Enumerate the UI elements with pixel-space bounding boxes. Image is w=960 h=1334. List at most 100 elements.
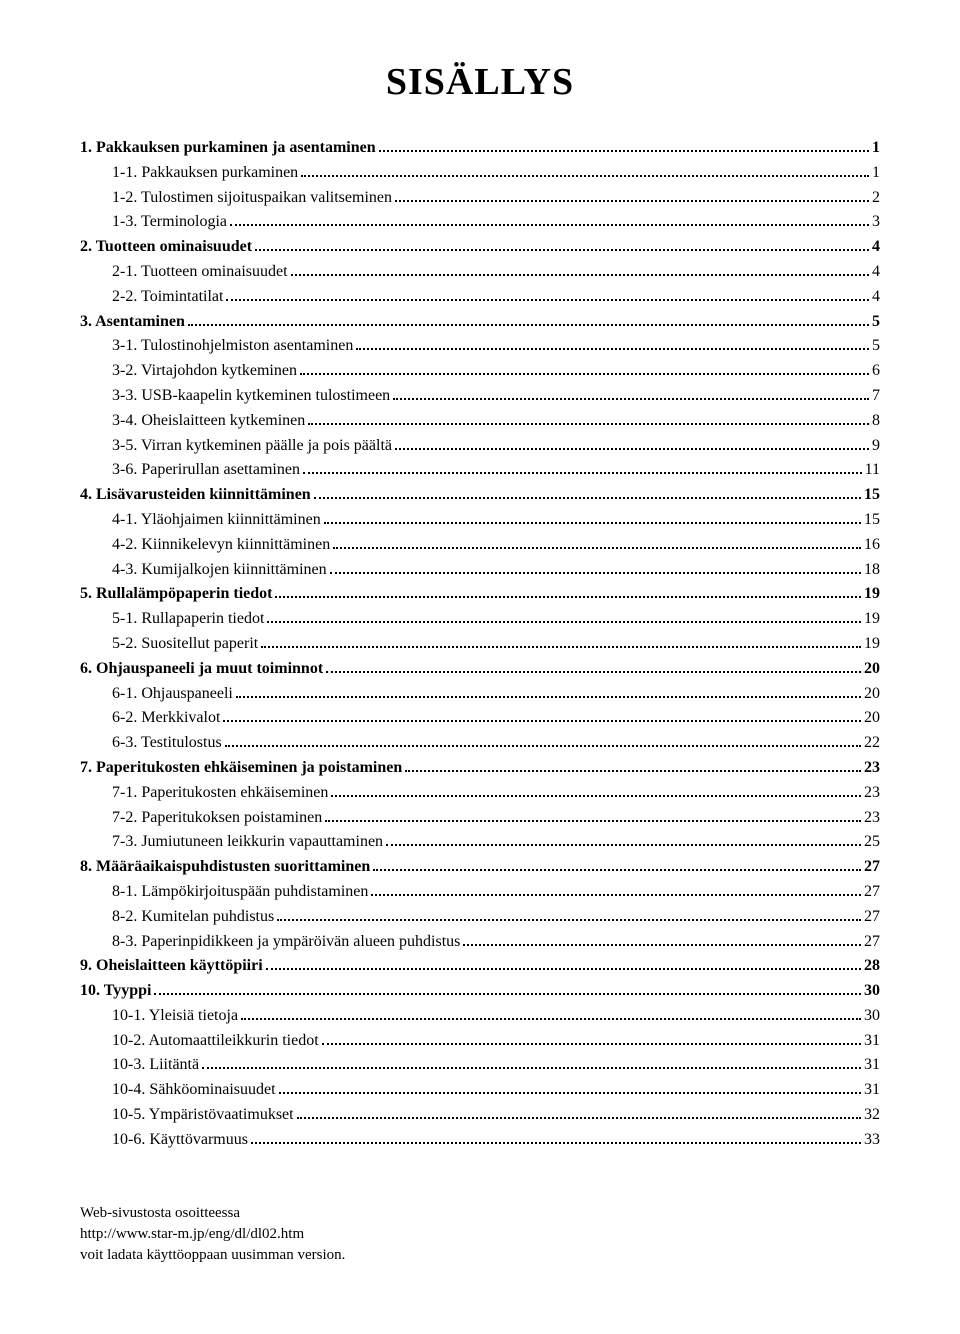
toc-leader-dots [297,1117,861,1119]
toc-leader-dots [333,547,861,549]
footer-line2: http://www.star-m.jp/eng/dl/dl02.htm [80,1224,880,1245]
toc-page-number: 20 [864,657,880,682]
toc-subitem: 1-1. Pakkauksen purkaminen1 [80,161,880,186]
toc-leader-dots [291,274,869,276]
toc-label: 7-2. Paperitukoksen poistaminen [112,806,322,831]
toc-page-number: 18 [864,558,880,583]
toc-page-number: 33 [864,1128,880,1153]
toc-label: 6-2. Merkkivalot [112,706,220,731]
toc-label: 8-1. Lämpökirjoituspään puhdistaminen [112,880,368,905]
toc-label: 3-1. Tulostinohjelmiston asentaminen [112,334,353,359]
toc-page-number: 4 [872,285,880,310]
toc-page-number: 23 [864,806,880,831]
toc-label: 10-3. Liitäntä [112,1053,199,1078]
toc-subitem: 4-2. Kiinnikelevyn kiinnittäminen 16 [80,533,880,558]
toc-page-number: 1 [872,161,880,186]
toc-page-number: 20 [864,706,880,731]
toc-label: 3-5. Virran kytkeminen päälle ja pois pä… [112,434,392,459]
toc-subitem: 10-4. Sähköominaisuudet31 [80,1078,880,1103]
toc-label: 10-4. Sähköominaisuudet [112,1078,276,1103]
toc-subitem: 10-6. Käyttövarmuus33 [80,1128,880,1153]
toc-leader-dots [322,1043,861,1045]
toc-leader-dots [395,200,869,202]
toc-label: 6. Ohjauspaneeli ja muut toiminnot [80,657,323,682]
toc-leader-dots [371,894,861,896]
toc-subitem: 8-2. Kumitelan puhdistus 27 [80,905,880,930]
toc-leader-dots [331,795,861,797]
table-of-contents: 1. Pakkauksen purkaminen ja asentaminen1… [80,136,880,1153]
toc-label: 5-2. Suositellut paperit [112,632,258,657]
toc-leader-dots [314,497,861,499]
toc-leader-dots [225,745,861,747]
toc-page-number: 15 [864,483,880,508]
toc-leader-dots [395,448,869,450]
toc-leader-dots [308,423,869,425]
toc-label: 2-1. Tuotteen ominaisuudet [112,260,288,285]
toc-page-number: 9 [872,434,880,459]
toc-label: 4-3. Kumijalkojen kiinnittäminen [112,558,327,583]
toc-subitem: 5-2. Suositellut paperit 19 [80,632,880,657]
toc-page-number: 5 [872,310,880,335]
toc-subitem: 3-2. Virtajohdon kytkeminen 6 [80,359,880,384]
toc-page-number: 19 [864,632,880,657]
toc-label: 1-2. Tulostimen sijoituspaikan valitsemi… [112,186,392,211]
toc-subitem: 2-2. Toimintatilat 4 [80,285,880,310]
toc-subitem: 3-4. Oheislaitteen kytkeminen8 [80,409,880,434]
toc-page-number: 23 [864,756,880,781]
toc-page-number: 27 [864,930,880,955]
toc-subitem: 6-2. Merkkivalot 20 [80,706,880,731]
toc-leader-dots [223,720,861,722]
footer-line1: Web-sivustosta osoitteessa [80,1203,880,1224]
toc-section: 2. Tuotteen ominaisuudet4 [80,235,880,260]
toc-subitem: 6-3. Testitulostus22 [80,731,880,756]
toc-page-number: 27 [864,905,880,930]
toc-label: 2-2. Toimintatilat [112,285,223,310]
toc-subitem: 4-1. Yläohjaimen kiinnittäminen15 [80,508,880,533]
toc-page-number: 8 [872,409,880,434]
toc-label: 10. Tyyppi [80,979,151,1004]
toc-page-number: 27 [864,855,880,880]
toc-subitem: 7-1. Paperitukosten ehkäiseminen23 [80,781,880,806]
toc-leader-dots [393,398,869,400]
toc-subitem: 7-2. Paperitukoksen poistaminen 23 [80,806,880,831]
toc-section: 3. Asentaminen 5 [80,310,880,335]
toc-label: 4-2. Kiinnikelevyn kiinnittäminen [112,533,330,558]
toc-leader-dots [405,770,861,772]
toc-leader-dots [154,993,861,995]
toc-page-number: 3 [872,210,880,235]
toc-leader-dots [267,621,861,623]
toc-page-number: 32 [864,1103,880,1128]
toc-page-number: 16 [864,533,880,558]
toc-label: 9. Oheislaitteen käyttöpiiri [80,954,263,979]
toc-subitem: 3-6. Paperirullan asettaminen11 [80,458,880,483]
toc-leader-dots [330,572,861,574]
toc-leader-dots [325,820,861,822]
toc-subitem: 1-3. Terminologia3 [80,210,880,235]
toc-label: 10-1. Yleisiä tietoja [112,1004,238,1029]
toc-subitem: 10-2. Automaattileikkurin tiedot31 [80,1029,880,1054]
toc-label: 3. Asentaminen [80,310,185,335]
toc-leader-dots [261,646,861,648]
toc-subitem: 1-2. Tulostimen sijoituspaikan valitsemi… [80,186,880,211]
toc-subitem: 10-5. Ympäristövaatimukset32 [80,1103,880,1128]
toc-label: 5. Rullalämpöpaperin tiedot [80,582,272,607]
toc-subitem: 5-1. Rullapaperin tiedot19 [80,607,880,632]
toc-page-number: 27 [864,880,880,905]
toc-leader-dots [236,696,861,698]
toc-section: 4. Lisävarusteiden kiinnittäminen15 [80,483,880,508]
toc-section: 9. Oheislaitteen käyttöpiiri28 [80,954,880,979]
toc-page-number: 30 [864,979,880,1004]
toc-page-number: 19 [864,582,880,607]
toc-page-number: 4 [872,235,880,260]
toc-label: 3-2. Virtajohdon kytkeminen [112,359,297,384]
toc-subitem: 6-1. Ohjauspaneeli20 [80,682,880,707]
toc-page-number: 25 [864,830,880,855]
toc-subitem: 8-1. Lämpökirjoituspään puhdistaminen 27 [80,880,880,905]
toc-subitem: 10-1. Yleisiä tietoja30 [80,1004,880,1029]
toc-leader-dots [275,596,861,598]
toc-leader-dots [356,348,869,350]
toc-leader-dots [326,671,861,673]
toc-label: 8-2. Kumitelan puhdistus [112,905,274,930]
toc-page-number: 6 [872,359,880,384]
toc-label: 1. Pakkauksen purkaminen ja asentaminen [80,136,376,161]
